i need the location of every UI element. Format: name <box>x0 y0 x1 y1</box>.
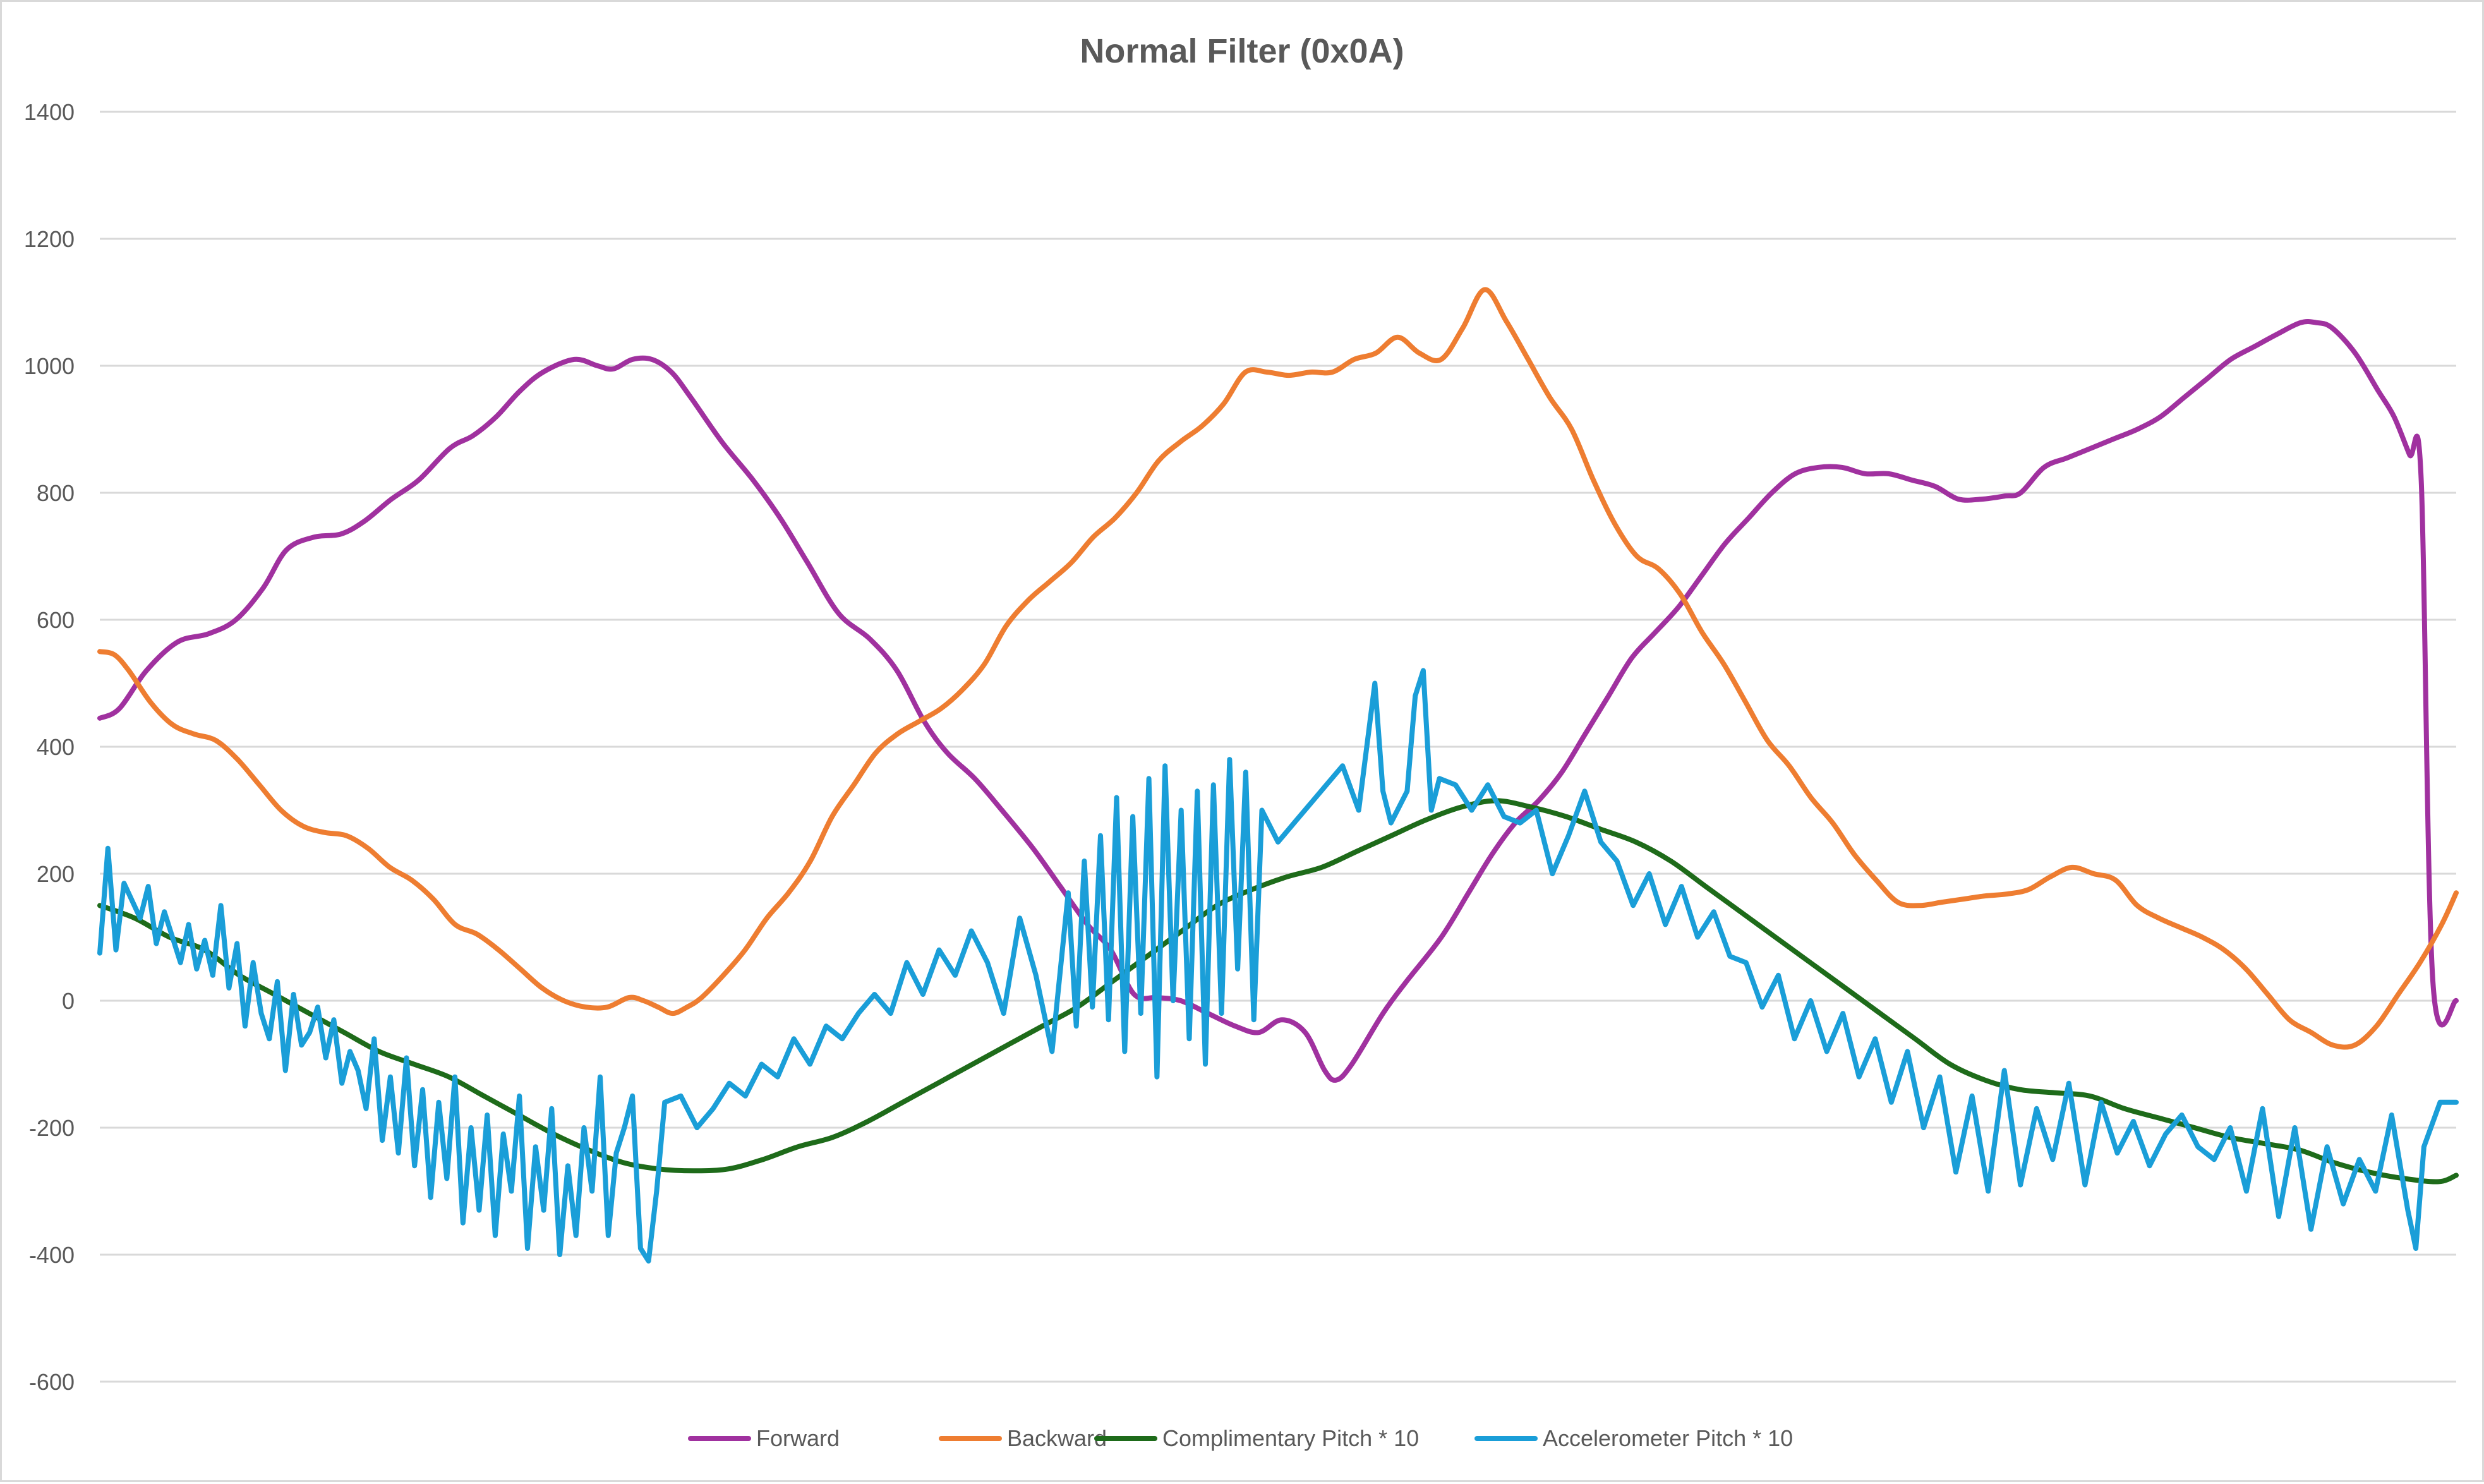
y-tick-label: 0 <box>62 988 75 1014</box>
legend-item: Accelerometer Pitch * 10 <box>1474 1425 1793 1451</box>
legend-item: Forward <box>688 1425 840 1451</box>
legend-label: Backward <box>1007 1425 1107 1451</box>
y-tick-label: 1200 <box>24 226 75 252</box>
legend-label: Accelerometer Pitch * 10 <box>1543 1425 1793 1451</box>
y-tick-label: 400 <box>37 734 75 760</box>
y-tick-label: -600 <box>29 1369 75 1395</box>
y-tick-label: 1000 <box>24 353 75 379</box>
y-axis-ticks: 1400 1200 1000 800 600 400 200 0 -200 -400 -600 <box>24 99 75 1395</box>
chart-title: Normal Filter (0x0A) <box>1080 32 1404 70</box>
y-tick-label: 600 <box>37 607 75 633</box>
legend-item: Backward <box>939 1425 1107 1451</box>
legend-label: Complimentary Pitch * 10 <box>1162 1425 1419 1451</box>
series-lines <box>97 287 2459 1264</box>
legend: Forward Backward Complimentary Pitch * 10 A… <box>688 1425 1793 1451</box>
y-tick-label: 1400 <box>24 99 75 125</box>
gridlines <box>100 111 2456 1383</box>
legend-label: Forward <box>756 1425 840 1451</box>
series-line-backward <box>97 287 2459 1050</box>
series-line-forward <box>97 318 2459 1083</box>
y-tick-label: 200 <box>37 861 75 887</box>
series-line-accelerometer-pitch-10 <box>97 668 2459 1264</box>
legend-item: Complimentary Pitch * 10 <box>1094 1425 1419 1451</box>
y-tick-label: -400 <box>29 1242 75 1268</box>
y-tick-label: 800 <box>37 480 75 506</box>
y-tick-label: -200 <box>29 1115 75 1141</box>
